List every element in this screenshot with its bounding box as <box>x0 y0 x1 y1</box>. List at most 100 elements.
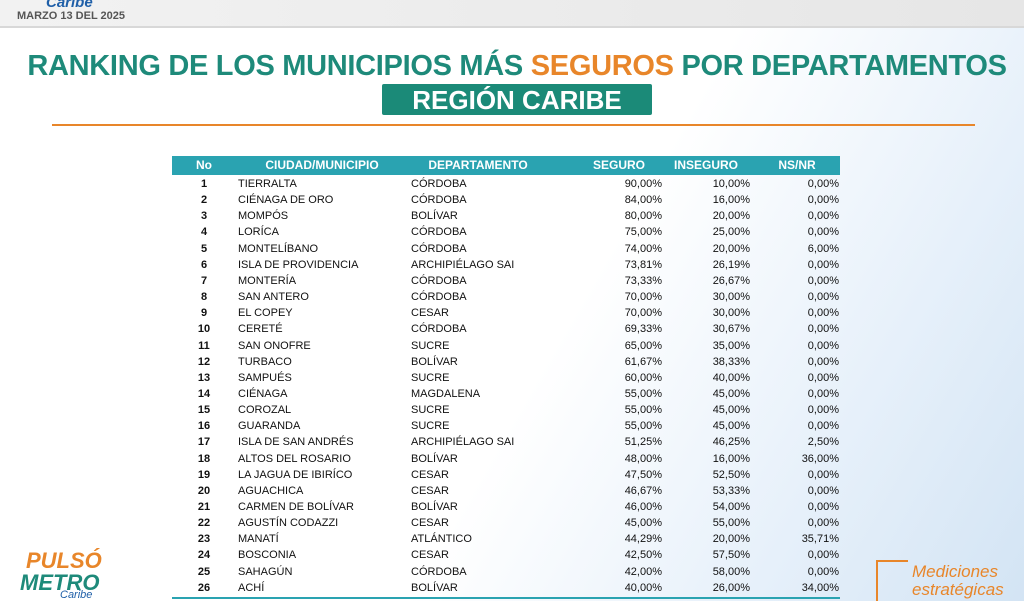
rank: 11 <box>198 339 210 352</box>
percentage: 16,00% <box>712 194 750 207</box>
percentage: 36,00% <box>801 452 839 465</box>
percentage: 73,33% <box>624 274 662 287</box>
percentage: 46,67% <box>624 484 662 497</box>
percentage: 0,00% <box>807 420 839 433</box>
percentage: 26,19% <box>712 258 750 271</box>
percentage: 0,00% <box>807 339 839 352</box>
municipality: CERETÉ <box>238 323 283 336</box>
percentage: 0,00% <box>807 210 839 223</box>
municipality: ISLA DE PROVIDENCIA <box>238 258 359 271</box>
municipality: MANATÍ <box>238 533 279 546</box>
department: BOLÍVAR <box>411 210 458 223</box>
percentage: 48,00% <box>624 452 662 465</box>
department: CESAR <box>411 549 449 562</box>
department: BOLÍVAR <box>411 581 458 594</box>
percentage: 6,00% <box>807 242 839 255</box>
percentage: 74,00% <box>624 242 662 255</box>
percentage: 55,00% <box>624 404 662 417</box>
subtitle: REGIÓN CARIBE <box>382 84 652 115</box>
percentage: 47,50% <box>624 468 662 481</box>
percentage: 90,00% <box>624 178 662 190</box>
percentage: 20,00% <box>712 242 750 255</box>
percentage: 55,00% <box>624 420 662 433</box>
percentage: 80,00% <box>624 210 662 223</box>
column-header: INSEGURO <box>673 158 738 172</box>
percentage: 40,00% <box>712 371 750 384</box>
percentage: 35,71% <box>801 533 839 546</box>
percentage: 55,00% <box>624 387 662 400</box>
table-header-bar <box>172 156 840 175</box>
logo-frame <box>876 560 908 601</box>
top-bar <box>0 0 1024 28</box>
municipality: AGUSTÍN CODAZZI <box>238 517 339 530</box>
municipality: TIERRALTA <box>238 178 297 190</box>
percentage: 30,67% <box>712 323 750 336</box>
department: CÓRDOBA <box>411 242 467 255</box>
rank: 15 <box>197 404 211 417</box>
department: MAGDALENA <box>411 387 481 400</box>
percentage: 61,67% <box>624 355 662 368</box>
percentage: 44,29% <box>624 533 662 546</box>
percentage: 20,00% <box>712 533 750 546</box>
rank: 23 <box>197 533 211 546</box>
rank: 13 <box>197 371 211 384</box>
municipality: ALTOS DEL ROSARIO <box>238 452 351 465</box>
logo-text: Mediciones <box>912 562 998 581</box>
percentage: 58,00% <box>712 565 750 578</box>
percentage: 0,00% <box>807 565 839 578</box>
department: SUCRE <box>411 420 450 433</box>
municipality: AGUACHICA <box>238 484 304 497</box>
rank: 22 <box>197 517 211 530</box>
department: CÓRDOBA <box>411 274 467 287</box>
logo-text: Caribe <box>60 589 93 601</box>
percentage: 25,00% <box>712 226 750 239</box>
title-highlight: SEGUROS <box>530 50 674 82</box>
municipality: COROZAL <box>238 404 292 417</box>
percentage: 84,00% <box>624 194 662 207</box>
percentage: 0,00% <box>807 468 839 481</box>
percentage: 0,00% <box>807 291 839 304</box>
percentage: 60,00% <box>624 371 662 384</box>
municipality: CARMEN DE BOLÍVAR <box>238 501 354 513</box>
rank: 9 <box>200 307 208 320</box>
department: CÓRDOBA <box>411 323 467 336</box>
rank: 21 <box>197 501 211 513</box>
municipality: SAN ONOFRE <box>238 339 311 352</box>
date: MARZO 13 DEL 2025 <box>17 10 126 22</box>
rank: 19 <box>197 468 211 481</box>
percentage: 0,00% <box>807 484 839 497</box>
percentage: 0,00% <box>807 226 839 239</box>
percentage: 0,00% <box>807 274 839 287</box>
department: ARCHIPIÉLAGO SAI <box>411 258 515 271</box>
percentage: 46,00% <box>624 501 662 513</box>
column-header: NS/NR <box>778 158 816 172</box>
municipality: EL COPEY <box>238 307 293 320</box>
percentage: 0,00% <box>807 501 839 513</box>
percentage: 0,00% <box>807 387 839 400</box>
municipality: SAMPUÉS <box>238 371 292 384</box>
percentage: 54,00% <box>712 501 750 513</box>
department: CÓRDOBA <box>411 226 467 239</box>
percentage: 0,00% <box>807 371 839 384</box>
rank: 7 <box>200 274 208 287</box>
percentage: 30,00% <box>712 307 750 320</box>
municipality: SAN ANTERO <box>238 291 309 304</box>
rank: 20 <box>197 484 211 497</box>
percentage: 0,00% <box>807 307 839 320</box>
percentage: 16,00% <box>712 452 750 465</box>
department: CESAR <box>411 307 449 320</box>
percentage: 30,00% <box>712 291 750 304</box>
percentage: 57,50% <box>712 549 750 562</box>
department: ATLÁNTICO <box>411 533 472 546</box>
percentage: 0,00% <box>807 178 839 190</box>
percentage: 38,33% <box>712 355 750 368</box>
percentage: 40,00% <box>624 581 662 594</box>
percentage: 65,00% <box>624 339 662 352</box>
municipality: CIÉNAGA DE ORO <box>238 194 334 207</box>
rank: 1 <box>200 178 208 190</box>
percentage: 20,00% <box>712 210 750 223</box>
rank: 16 <box>197 420 211 433</box>
municipality: ACHÍ <box>238 581 265 594</box>
percentage: 10,00% <box>712 178 750 190</box>
percentage: 55,00% <box>712 517 750 530</box>
